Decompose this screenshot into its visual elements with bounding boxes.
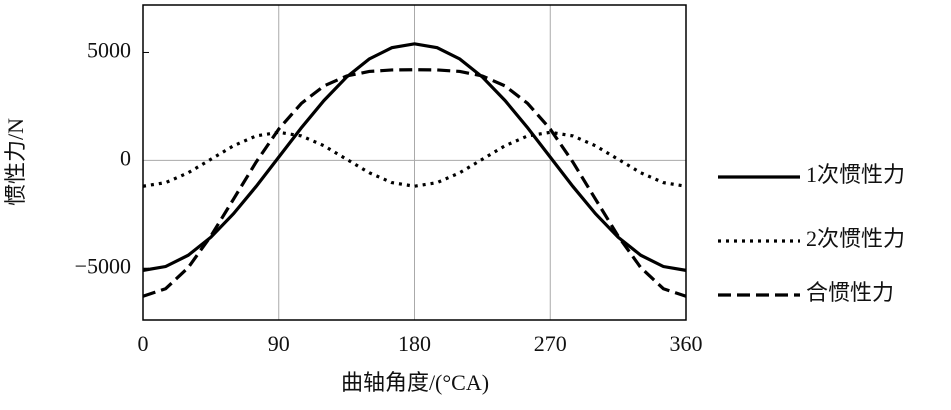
legend-label: 1次惯性力 [806, 162, 905, 187]
y-tick-label: 0 [120, 145, 131, 170]
x-axis-label: 曲轴角度/(°CA) [341, 370, 489, 395]
x-tick-label: 90 [268, 331, 290, 356]
y-axis-label: 惯性力/N [3, 118, 28, 206]
x-tick-label: 360 [670, 331, 703, 356]
x-tick-label: 0 [138, 331, 149, 356]
y-tick-label: 5000 [87, 38, 131, 63]
line-series [142, 68, 687, 298]
x-tick-label: 180 [398, 331, 431, 356]
legend-label: 合惯性力 [806, 280, 894, 305]
legend-label: 2次惯性力 [806, 226, 905, 251]
y-tick-label: −5000 [75, 253, 131, 278]
line-series [142, 42, 687, 272]
x-tick-label: 270 [534, 331, 567, 356]
plot-frame [142, 4, 687, 321]
